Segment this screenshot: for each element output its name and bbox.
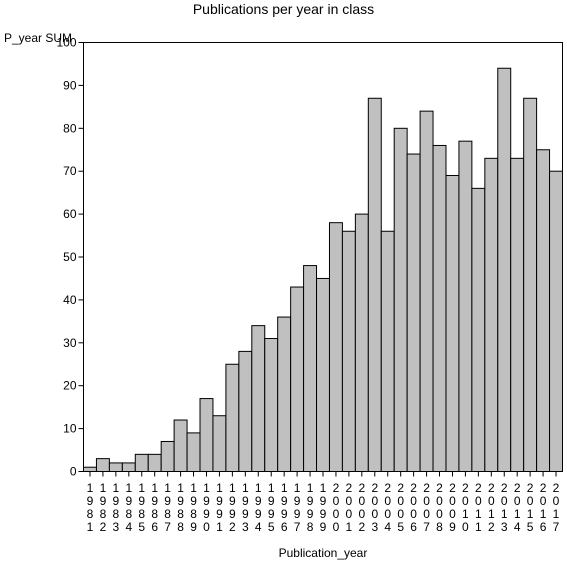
y-tick-label: 0 <box>70 465 77 479</box>
bar-1984 <box>121 462 136 473</box>
bar-2014 <box>510 157 525 473</box>
bar-1998 <box>303 265 318 472</box>
bar-1983 <box>108 462 123 473</box>
bar-2000 <box>328 222 343 472</box>
bar-1996 <box>277 316 292 472</box>
bar-1982 <box>95 458 110 473</box>
bar-1990 <box>199 398 214 473</box>
bar-2016 <box>536 149 551 472</box>
bar-2017 <box>549 170 564 472</box>
y-tick-label: 40 <box>63 293 77 307</box>
y-tick-label: 30 <box>63 336 77 350</box>
bar-2006 <box>406 153 421 472</box>
y-tick-label: 10 <box>63 422 77 436</box>
bar-2012 <box>484 157 499 473</box>
x-axis-label: Publication_year <box>278 546 368 560</box>
bar-1981 <box>83 466 97 472</box>
y-tick-label: 90 <box>63 78 77 92</box>
bar-2005 <box>393 127 408 473</box>
bar-1992 <box>225 363 240 472</box>
bar-1986 <box>147 453 162 472</box>
x-axis-ticks: 1 9 8 1 1 9 8 2 1 9 8 3 1 9 8 4 1 9 8 5 1 9 8 6 1 9 8 7 1 9 8 8 1 9 8 9 1 9 9 0… <box>87 471 560 534</box>
bar-1989 <box>186 432 201 473</box>
bar-2007 <box>419 110 434 472</box>
bar-2004 <box>380 230 395 472</box>
bar-1985 <box>134 453 149 472</box>
bar-1987 <box>160 440 175 473</box>
y-axis-ticks: 0 10 20 30 40 50 60 70 80 90 100 <box>56 36 84 479</box>
y-axis-label: P_year SUM <box>4 31 73 45</box>
chart-title: Publications per year in class <box>192 1 375 17</box>
bar-2008 <box>432 144 447 473</box>
bar-2010 <box>458 140 473 472</box>
bar-1988 <box>173 419 188 472</box>
bar-1993 <box>238 350 253 473</box>
bar-2002 <box>354 213 369 472</box>
bar-2001 <box>341 230 356 472</box>
y-tick-label: 50 <box>63 250 77 264</box>
bar-2009 <box>445 174 460 473</box>
bar-2013 <box>497 67 512 473</box>
bar-1999 <box>316 277 330 473</box>
plot-frame <box>83 42 563 472</box>
bar-2015 <box>523 97 538 473</box>
bar-2011 <box>471 187 486 473</box>
bars-group <box>83 67 564 473</box>
y-tick-label: 20 <box>63 379 77 393</box>
bar-1991 <box>212 415 227 473</box>
y-tick-label: 80 <box>63 121 77 135</box>
bar-1995 <box>264 338 279 473</box>
y-tick-label: 100 <box>56 36 76 50</box>
y-tick-label: 60 <box>63 207 77 221</box>
bar-2003 <box>367 97 382 473</box>
bar-1997 <box>290 286 305 472</box>
bar-1994 <box>251 325 266 473</box>
y-tick-label: 70 <box>63 164 77 178</box>
